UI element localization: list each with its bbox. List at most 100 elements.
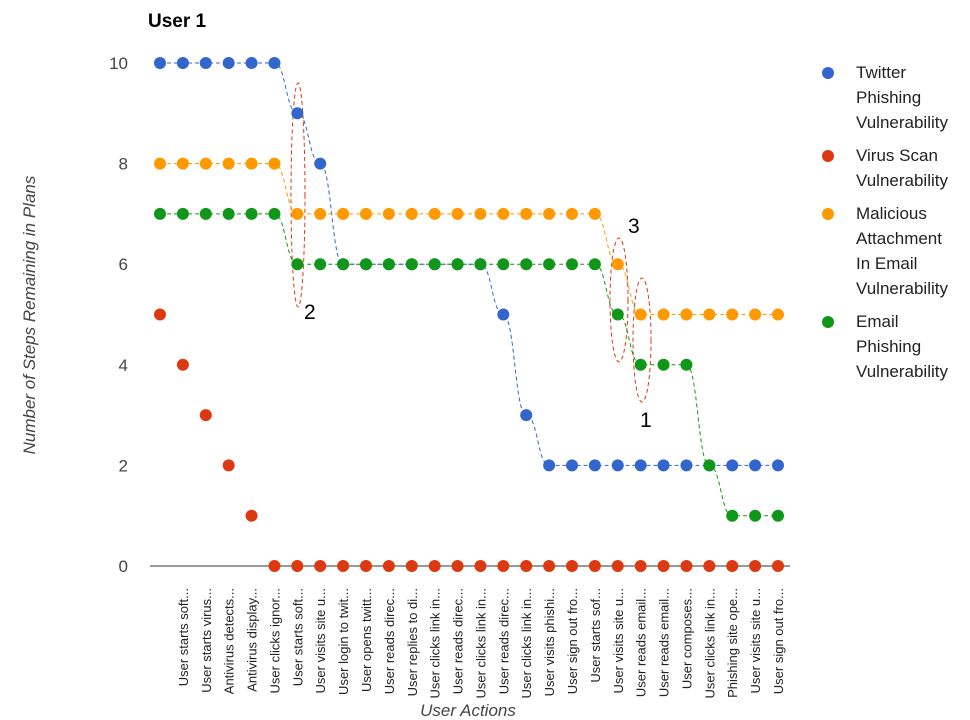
point [360, 258, 372, 271]
x-tick-label: User clicks link in... [473, 588, 488, 699]
point [199, 409, 212, 422]
point [337, 560, 350, 572]
point [451, 560, 464, 572]
point [680, 308, 693, 321]
point [451, 207, 464, 220]
x-tick-label: User reads direc... [451, 588, 466, 694]
y-axis-label: Number of Steps Remaining in Plans [20, 175, 39, 454]
point [154, 57, 166, 69]
point [772, 459, 784, 472]
point [314, 207, 327, 220]
point [199, 207, 212, 220]
point [245, 509, 258, 522]
x-tick-label: User reads direc... [496, 588, 511, 694]
point [703, 560, 716, 572]
point [497, 207, 510, 220]
point [611, 459, 624, 472]
point [245, 207, 258, 220]
x-tick-label: User visits site u... [313, 588, 328, 693]
point [634, 358, 647, 371]
point [726, 560, 739, 572]
point [382, 207, 395, 220]
point [588, 207, 601, 220]
point [314, 560, 327, 572]
x-tick-label: Antivirus display... [245, 588, 260, 692]
point [497, 258, 510, 271]
point [680, 459, 693, 472]
point [268, 57, 281, 69]
y-tick-label: 10 [109, 54, 128, 73]
point [520, 409, 533, 422]
point [703, 308, 716, 321]
point [749, 560, 762, 572]
point [680, 358, 693, 371]
point [176, 207, 189, 220]
point [497, 308, 510, 321]
point [772, 509, 784, 522]
point [520, 560, 533, 572]
point [520, 258, 533, 271]
point [314, 157, 327, 170]
point [566, 258, 578, 271]
point [588, 258, 601, 271]
legend-marker [822, 316, 834, 328]
annotation: 3 [628, 215, 640, 238]
point [337, 258, 350, 271]
point [680, 560, 693, 572]
x-tick-label: User visits site u... [611, 588, 626, 693]
point [657, 459, 670, 472]
point [199, 57, 212, 69]
legend-marker [822, 150, 834, 162]
point [474, 560, 487, 572]
point [154, 207, 166, 220]
y-tick-label: 4 [119, 356, 128, 375]
x-tick-label: User starts sof... [588, 588, 603, 683]
point [314, 258, 327, 271]
trend-line [160, 62, 778, 466]
point [634, 459, 647, 472]
y-tick-label: 0 [119, 557, 128, 576]
legend-marker [822, 208, 834, 220]
legend-item: Virus Scan Vulnerability [820, 143, 960, 193]
point [154, 157, 166, 170]
point [428, 207, 441, 220]
point [588, 459, 601, 472]
highlight-ellipses [290, 82, 652, 403]
point [543, 459, 556, 472]
point [749, 459, 762, 472]
point [291, 258, 304, 271]
legend-item: Malicious Attachment In Email Vulnerabil… [820, 201, 960, 301]
point [382, 258, 395, 271]
point [657, 560, 670, 572]
point [474, 207, 487, 220]
point [268, 560, 281, 572]
point [772, 560, 784, 572]
point [726, 509, 739, 522]
point [176, 358, 189, 371]
legend: Twitter Phishing Vulnerability Virus Scan… [820, 60, 960, 392]
point [749, 509, 762, 522]
point [222, 207, 235, 220]
trend-line [159, 163, 778, 315]
point [291, 207, 304, 220]
x-tick-label: User sign out fro... [565, 588, 580, 694]
point [520, 207, 533, 220]
point [268, 207, 281, 220]
point [611, 258, 624, 271]
legend-label: Malicious Attachment In Email Vulnerabil… [856, 204, 948, 298]
point [588, 560, 601, 572]
point [543, 560, 556, 572]
point [772, 308, 784, 321]
y-tick-label: 6 [119, 255, 128, 274]
point [726, 308, 739, 321]
x-tick-label: User visits phishi... [542, 588, 557, 696]
y-tick-label: 2 [119, 456, 128, 475]
point [566, 207, 578, 220]
point [497, 560, 510, 572]
point [360, 560, 372, 572]
x-tick-label: Antivirus detects... [222, 588, 237, 694]
point [176, 157, 189, 170]
annotation: 1 [640, 409, 652, 432]
